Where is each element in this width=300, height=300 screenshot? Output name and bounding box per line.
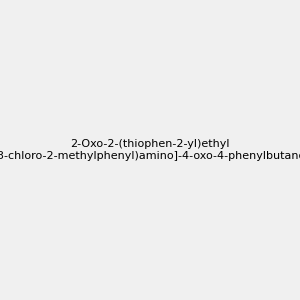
Text: 2-Oxo-2-(thiophen-2-yl)ethyl 2-[(3-chloro-2-methylphenyl)amino]-4-oxo-4-phenylbu: 2-Oxo-2-(thiophen-2-yl)ethyl 2-[(3-chlor… bbox=[0, 139, 300, 161]
